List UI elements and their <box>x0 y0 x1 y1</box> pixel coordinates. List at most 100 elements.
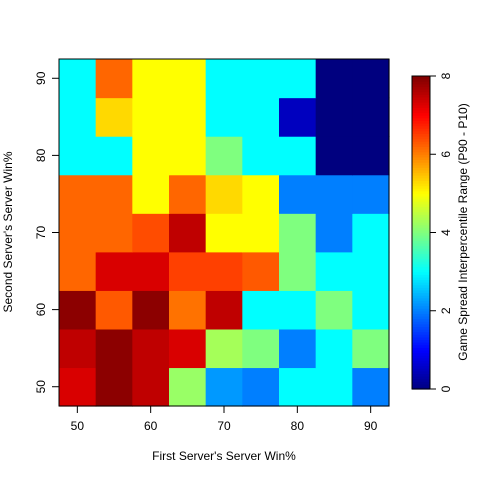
heatmap-cell <box>279 251 317 291</box>
heatmap-cell <box>205 136 243 176</box>
colorbar-segment <box>412 169 430 174</box>
heatmap-cell <box>315 136 353 176</box>
heatmap-cell <box>352 290 390 330</box>
colorbar-segment <box>412 177 430 181</box>
heatmap-cell <box>132 59 170 99</box>
colorbar-segment <box>412 318 430 322</box>
heatmap-cell <box>205 59 243 99</box>
x-axis-title: First Server's Server Win% <box>152 449 296 463</box>
colorbar-segment <box>412 355 430 359</box>
colorbar-segment <box>412 104 430 108</box>
colorbar-segment <box>412 94 430 98</box>
heatmap-cell <box>205 367 243 407</box>
heatmap-cell <box>279 213 317 253</box>
heatmap-cell <box>315 328 353 369</box>
colorbar-segment <box>412 321 430 325</box>
colorbar-segment <box>412 175 430 179</box>
colorbar-segment <box>412 287 430 291</box>
colorbar-segment <box>412 122 430 127</box>
heatmap-cell <box>59 290 97 330</box>
colorbar-segment <box>412 159 430 163</box>
heatmap-cell <box>132 367 170 407</box>
heatmap-cell <box>169 97 207 137</box>
heatmap-cell <box>279 367 317 407</box>
colorbar-segment <box>412 193 430 197</box>
colorbar-segment <box>412 180 430 184</box>
heatmap-cell <box>169 367 207 407</box>
colorbar-segment <box>412 282 430 286</box>
colorbar-segment <box>412 360 430 364</box>
colorbar-segment <box>412 172 430 176</box>
colorbar-segment <box>412 149 430 153</box>
heatmap-cell <box>95 213 133 253</box>
colorbar-segment <box>412 308 430 312</box>
colorbar-segment <box>412 329 430 333</box>
colorbar-segment <box>412 331 430 335</box>
heatmap-cell <box>95 290 133 330</box>
colorbar-segment <box>412 112 430 116</box>
heatmap-cell <box>242 328 280 369</box>
heatmap-cell <box>95 97 133 137</box>
heatmap-cell <box>59 213 97 253</box>
y-tick-label: 80 <box>34 148 48 162</box>
colorbar-segment <box>412 141 430 145</box>
y-tick-label: 50 <box>34 380 48 394</box>
colorbar-segment <box>412 102 430 106</box>
heatmap-cell <box>352 97 390 137</box>
colorbar-segment <box>412 120 430 124</box>
colorbar-segment <box>412 99 430 103</box>
heatmap-cell <box>132 97 170 137</box>
heatmap-cell <box>59 97 97 137</box>
heatmap-cell <box>205 251 243 291</box>
heatmap-cells <box>59 59 390 407</box>
colorbar-segment <box>412 240 430 244</box>
colorbar-segment <box>412 156 430 161</box>
x-tick-label: 80 <box>291 419 305 433</box>
colorbar-segment <box>412 86 430 90</box>
heatmap-cell <box>242 213 280 253</box>
heatmap-cell <box>315 59 353 99</box>
heatmap-cell <box>279 97 317 137</box>
colorbar-segment <box>412 347 430 351</box>
heatmap-cell <box>279 290 317 330</box>
colorbar-segment <box>412 133 430 137</box>
colorbar-segment <box>412 342 430 346</box>
heatmap-cell <box>59 174 97 214</box>
colorbar-segment <box>412 227 430 231</box>
colorbar-segment <box>412 190 430 194</box>
colorbar-segment <box>412 138 430 142</box>
colorbar-segment <box>412 206 430 210</box>
colorbar-segment <box>412 263 430 268</box>
colorbar-segment <box>412 222 430 226</box>
heatmap-cell <box>59 251 97 291</box>
colorbar-segment <box>412 117 430 121</box>
colorbar-segment <box>412 130 430 134</box>
colorbar-segment <box>412 211 430 215</box>
colorbar-segment <box>412 164 430 168</box>
colorbar-segment <box>412 232 430 236</box>
heatmap-cell <box>169 213 207 253</box>
heatmap-cell <box>132 290 170 330</box>
heatmap-cell <box>59 328 97 369</box>
colorbar-segment <box>412 386 430 390</box>
colorbar-segment <box>412 167 430 171</box>
colorbar-segment <box>412 297 430 301</box>
colorbar-segment <box>412 336 430 341</box>
colorbar-segment <box>412 357 430 361</box>
colorbar-segment <box>412 362 430 367</box>
heatmap-cell <box>315 290 353 330</box>
heatmap-cell <box>352 59 390 99</box>
colorbar-tick-label: 0 <box>439 385 453 392</box>
x-tick-label: 60 <box>144 419 158 433</box>
colorbar-segment <box>412 229 430 234</box>
colorbar-segment <box>412 151 430 155</box>
colorbar-segment <box>412 302 430 307</box>
colorbar-segment <box>412 245 430 249</box>
colorbar-segment <box>412 219 430 223</box>
colorbar-segment <box>412 300 430 304</box>
colorbar-segment <box>412 315 430 320</box>
heatmap-cell <box>242 290 280 330</box>
heatmap-cell <box>242 136 280 176</box>
colorbar-segment <box>412 185 430 189</box>
